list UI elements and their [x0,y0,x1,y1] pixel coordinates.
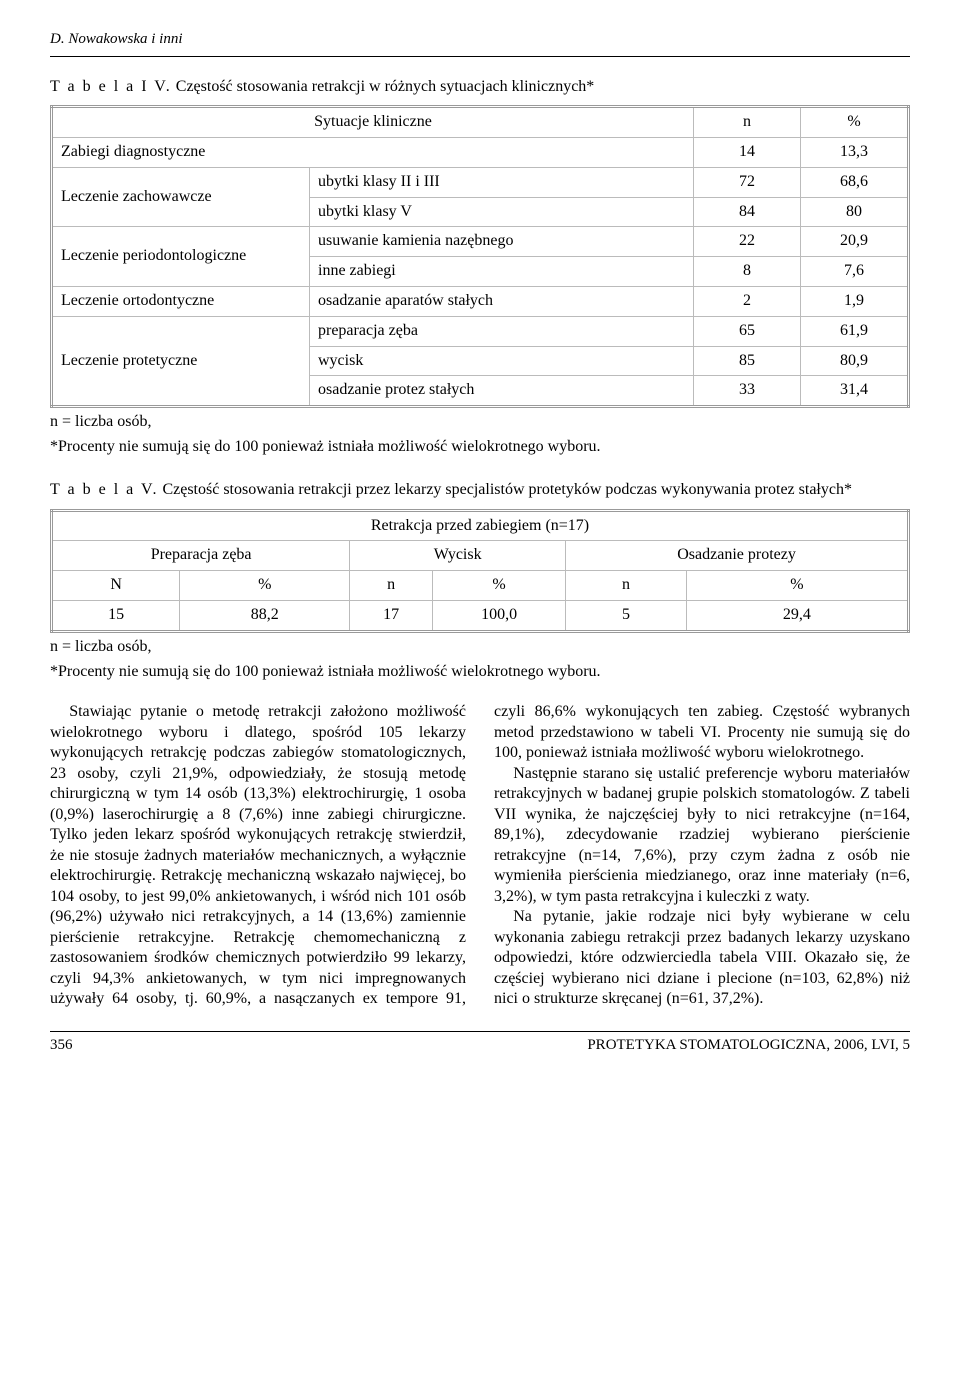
table5-head-span: Retrakcja przed zabiegiem (n=17) [52,510,909,541]
paragraph: Na pytanie, jakie rodzaje nici były wybi… [494,907,910,1009]
table-row: Preparacja zęba Wycisk Osadzanie protezy [52,541,909,571]
table-row: Leczenie ortodontyczne osadzanie aparató… [52,287,909,317]
cell: osadzanie protez stałych [310,376,694,407]
table-row: Leczenie periodontologiczne usuwanie kam… [52,227,909,257]
body-text: Stawiając pytanie o metodę retrakcji zał… [50,702,910,1009]
cell: Leczenie zachowawcze [52,167,310,227]
cell: wycisk [310,346,694,376]
cell: N [52,571,180,601]
table5-caption: T a b e l a V. Częstość stosowania retra… [50,480,910,501]
cell: 1,9 [801,287,909,317]
table-row: Leczenie zachowawcze ubytki klasy II i I… [52,167,909,197]
cell: 88,2 [180,601,350,632]
cell: 84 [694,197,801,227]
table5-footnote1: n = liczba osób, [50,637,910,658]
table4-caption-text: Częstość stosowania retrakcji w różnych … [172,78,595,95]
cell: 17 [350,601,433,632]
cell: ubytki klasy II i III [310,167,694,197]
page-number: 356 [50,1036,73,1056]
page-footer: 356 PROTETYKA STOMATOLOGICZNA, 2006, LVI… [50,1031,910,1056]
cell: 65 [694,316,801,346]
table5-head-wycisk: Wycisk [350,541,566,571]
table5: Retrakcja przed zabiegiem (n=17) Prepara… [50,509,910,633]
cell: 15 [52,601,180,632]
cell: 29,4 [686,601,908,632]
cell: 80,9 [801,346,909,376]
table-row: Leczenie protetyczne preparacja zęba 65 … [52,316,909,346]
table-row: Zabiegi diagnostyczne 14 13,3 [52,138,909,168]
table4: Sytuacje kliniczne n % Zabiegi diagnosty… [50,105,910,408]
table4-label: T a b e l a I V. [50,78,172,95]
cell: n [350,571,433,601]
table-row: 15 88,2 17 100,0 5 29,4 [52,601,909,632]
cell: 7,6 [801,257,909,287]
cell: 13,3 [801,138,909,168]
table-row: Retrakcja przed zabiegiem (n=17) [52,510,909,541]
running-head-author: D. Nowakowska i inni [50,30,910,50]
cell: 33 [694,376,801,407]
table-row: N % n % n % [52,571,909,601]
cell: 80 [801,197,909,227]
cell: 61,9 [801,316,909,346]
table-row: Sytuacje kliniczne n % [52,107,909,138]
cell: Leczenie ortodontyczne [52,287,310,317]
table4-footnote2: *Procenty nie sumują się do 100 ponieważ… [50,437,910,458]
header-rule [50,56,910,57]
cell: 22 [694,227,801,257]
paragraph: Następnie starano się ustalić preferencj… [494,764,910,907]
cell: n [566,571,687,601]
cell: 20,9 [801,227,909,257]
table5-head-prep: Preparacja zęba [52,541,350,571]
cell: 2 [694,287,801,317]
cell: 100,0 [433,601,566,632]
cell: 8 [694,257,801,287]
table4-head-situations: Sytuacje kliniczne [52,107,694,138]
table5-label: T a b e l a V. [50,481,158,498]
cell: 72 [694,167,801,197]
cell: 5 [566,601,687,632]
cell: 68,6 [801,167,909,197]
cell: % [433,571,566,601]
cell: inne zabiegi [310,257,694,287]
cell: usuwanie kamienia nazębnego [310,227,694,257]
table5-footnote2: *Procenty nie sumują się do 100 ponieważ… [50,662,910,683]
journal-reference: PROTETYKA STOMATOLOGICZNA, 2006, LVI, 5 [587,1036,910,1056]
cell: 31,4 [801,376,909,407]
table4-head-n: n [694,107,801,138]
table5-caption-text: Częstość stosowania retrakcji przez leka… [158,481,852,498]
cell: 14 [694,138,801,168]
table4-caption: T a b e l a I V. Częstość stosowania ret… [50,77,910,98]
cell: % [180,571,350,601]
cell: osadzanie aparatów stałych [310,287,694,317]
table4-head-pct: % [801,107,909,138]
cell: Leczenie protetyczne [52,316,310,406]
cell: preparacja zęba [310,316,694,346]
cell: % [686,571,908,601]
table4-footnote1: n = liczba osób, [50,412,910,433]
cell: Zabiegi diagnostyczne [52,138,694,168]
cell: Leczenie periodontologiczne [52,227,310,287]
cell: ubytki klasy V [310,197,694,227]
cell: 85 [694,346,801,376]
table5-head-osadz: Osadzanie protezy [566,541,909,571]
